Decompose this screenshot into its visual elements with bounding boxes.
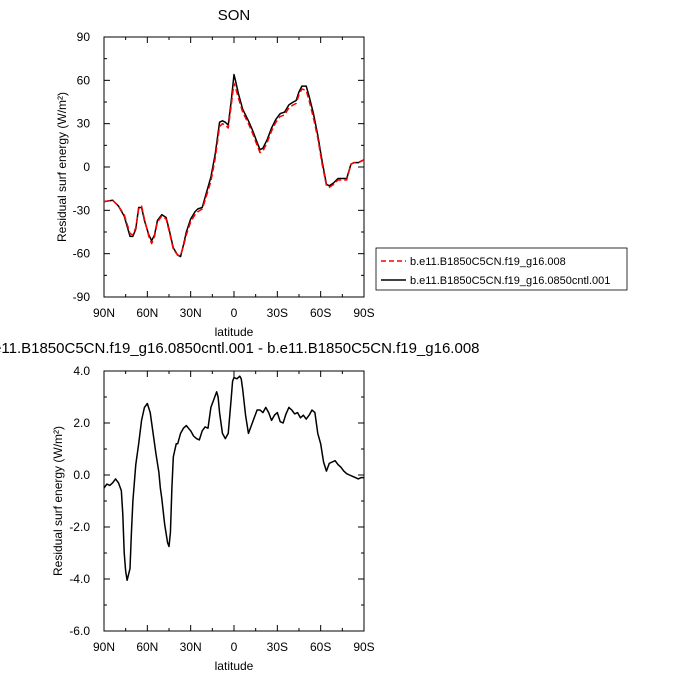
top-x-tick-label: 60N xyxy=(136,306,158,320)
bottom-x-tick-label: 90N xyxy=(93,640,115,654)
top-x-tick-label: 30S xyxy=(267,306,288,320)
bottom-x-tick-label: 30N xyxy=(180,640,202,654)
bottom-x-tick-label: 30S xyxy=(267,640,288,654)
bottom-x-axis-label: latitude xyxy=(215,659,254,673)
bottom-y-tick-label: -6.0 xyxy=(69,624,90,638)
bottom-series-lines xyxy=(103,375,364,582)
bottom-plot-frame xyxy=(103,370,365,632)
top-y-tick-label: 60 xyxy=(77,73,91,87)
bottom-y-ticks: 4.0 2.0 0.0 -2.0 -4.0 -6.0 xyxy=(69,364,364,638)
bottom-x-tick-label: 0 xyxy=(231,640,238,654)
top-x-ticks: 90N 60N 30N 0 30S 60S 90S xyxy=(93,37,375,320)
bottom-y-tick-label: 0.0 xyxy=(73,468,90,482)
top-x-tick-label: 30N xyxy=(180,306,202,320)
bottom-chart: b.e11.B1850C5CN.f19_g16.0850cntl.001 - b… xyxy=(0,340,479,673)
bottom-y-axis-label: Residual surf energy (W/m²) xyxy=(51,426,65,576)
top-y-tick-label: -30 xyxy=(73,203,91,217)
legend-label-case: b.e11.B1850C5CN.f19_g16.008 xyxy=(410,256,566,268)
top-y-tick-label: -60 xyxy=(73,247,91,261)
bottom-series-line-0 xyxy=(103,375,364,582)
top-y-tick-label: 0 xyxy=(83,160,90,174)
top-y-axis-label: Residual surf energy (W/m²) xyxy=(55,92,69,242)
top-x-tick-label: 90S xyxy=(353,306,374,320)
bottom-chart-title: b.e11.B1850C5CN.f19_g16.0850cntl.001 - b… xyxy=(0,340,479,357)
top-x-tick-label: 90N xyxy=(93,306,115,320)
top-x-tick-label: 60S xyxy=(310,306,331,320)
top-y-tick-label: 30 xyxy=(77,117,91,131)
top-y-ticks: 90 60 30 0 -30 -60 -90 xyxy=(73,30,364,304)
bottom-x-tick-label: 90S xyxy=(353,640,374,654)
top-legend: b.e11.B1850C5CN.f19_g16.008 b.e11.B1850C… xyxy=(375,247,628,291)
top-y-tick-label: 90 xyxy=(77,30,91,44)
bottom-x-tick-label: 60S xyxy=(310,640,331,654)
top-series-line-1 xyxy=(103,73,365,258)
bottom-y-tick-label: 4.0 xyxy=(73,364,90,378)
bottom-y-tick-label: -2.0 xyxy=(69,520,90,534)
bottom-y-tick-label: -4.0 xyxy=(69,572,90,586)
bottom-x-ticks: 90N 60N 30N 0 30S 60S 90S xyxy=(93,371,375,654)
legend-box xyxy=(375,247,628,291)
top-y-tick-label: -90 xyxy=(73,290,91,304)
bottom-y-tick-label: 2.0 xyxy=(73,416,90,430)
bottom-x-tick-label: 60N xyxy=(136,640,158,654)
top-series-lines xyxy=(103,73,365,258)
top-chart: SON 90N 60N 30N 0 30S 60S 90S 90 60 30 0 -30 -60 -90… xyxy=(55,7,628,339)
top-chart-title: SON xyxy=(218,7,251,24)
top-series-line-0 xyxy=(103,82,365,256)
top-x-tick-label: 0 xyxy=(231,306,238,320)
legend-label-control: b.e11.B1850C5CN.f19_g16.0850cntl.001 xyxy=(410,275,610,287)
top-x-axis-label: latitude xyxy=(215,325,254,339)
